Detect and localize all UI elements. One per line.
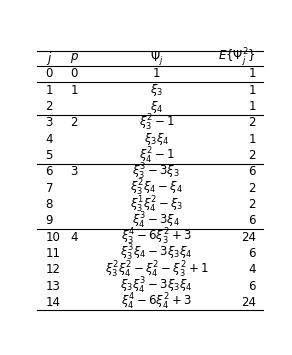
- Text: 1: 1: [248, 84, 256, 97]
- Text: 24: 24: [241, 231, 256, 244]
- Text: 6: 6: [248, 279, 256, 293]
- Text: $\xi_3^2 - 1$: $\xi_3^2 - 1$: [138, 113, 174, 133]
- Text: $\xi_4^4 - 6\xi_4^2 + 3$: $\xi_4^4 - 6\xi_4^2 + 3$: [121, 292, 192, 312]
- Text: 6: 6: [248, 165, 256, 178]
- Text: 5: 5: [46, 149, 53, 162]
- Text: $\xi_4^3 - 3\xi_4$: $\xi_4^3 - 3\xi_4$: [132, 211, 180, 231]
- Text: 14: 14: [46, 296, 60, 309]
- Text: 2: 2: [248, 116, 256, 130]
- Text: $\xi_3^2\xi_4^2 - \xi_4^2 - \xi_3^2 + 1$: $\xi_3^2\xi_4^2 - \xi_4^2 - \xi_3^2 + 1$: [105, 260, 208, 280]
- Text: $\Psi_j$: $\Psi_j$: [150, 50, 163, 67]
- Text: 1: 1: [248, 67, 256, 81]
- Text: $p$: $p$: [70, 51, 79, 65]
- Text: 1: 1: [248, 100, 256, 113]
- Text: 4: 4: [70, 231, 78, 244]
- Text: $\xi_4^2 - 1$: $\xi_4^2 - 1$: [138, 146, 174, 165]
- Text: 0: 0: [46, 67, 53, 81]
- Text: 12: 12: [46, 263, 60, 276]
- Text: $\xi_3\xi_4^3 - 3\xi_3\xi_4$: $\xi_3\xi_4^3 - 3\xi_3\xi_4$: [120, 276, 193, 296]
- Text: 1: 1: [46, 84, 53, 97]
- Text: 7: 7: [46, 182, 53, 195]
- Text: 1: 1: [248, 133, 256, 146]
- Text: 6: 6: [248, 214, 256, 227]
- Text: 24: 24: [241, 296, 256, 309]
- Text: 2: 2: [248, 149, 256, 162]
- Text: $E\{\Psi_j^2\}$: $E\{\Psi_j^2\}$: [218, 47, 256, 69]
- Text: $\xi_3^1\xi_4^2 - \xi_3$: $\xi_3^1\xi_4^2 - \xi_3$: [130, 195, 183, 214]
- Text: 4: 4: [248, 263, 256, 276]
- Text: 2: 2: [46, 100, 53, 113]
- Text: $j$: $j$: [46, 50, 52, 67]
- Text: 1: 1: [153, 67, 160, 81]
- Text: $\xi_3^3 - 3\xi_3$: $\xi_3^3 - 3\xi_3$: [133, 162, 180, 182]
- Text: 4: 4: [46, 133, 53, 146]
- Text: 2: 2: [248, 182, 256, 195]
- Text: 10: 10: [46, 231, 60, 244]
- Text: $\xi_3^4 - 6\xi_3^2 + 3$: $\xi_3^4 - 6\xi_3^2 + 3$: [121, 227, 192, 247]
- Text: 1: 1: [70, 84, 78, 97]
- Text: 13: 13: [46, 279, 60, 293]
- Text: 3: 3: [70, 165, 78, 178]
- Text: 2: 2: [248, 198, 256, 211]
- Text: $\xi_3^3\xi_4 - 3\xi_3\xi_4$: $\xi_3^3\xi_4 - 3\xi_3\xi_4$: [120, 243, 193, 263]
- Text: 11: 11: [46, 247, 60, 260]
- Text: $\xi_3\xi_4$: $\xi_3\xi_4$: [144, 131, 169, 147]
- Text: 2: 2: [70, 116, 78, 130]
- Text: 9: 9: [46, 214, 53, 227]
- Text: $\xi_3$: $\xi_3$: [150, 82, 163, 98]
- Text: $\xi_3^2\xi_4 - \xi_4$: $\xi_3^2\xi_4 - \xi_4$: [130, 178, 183, 198]
- Text: 6: 6: [248, 247, 256, 260]
- Text: 0: 0: [70, 67, 78, 81]
- Text: 6: 6: [46, 165, 53, 178]
- Text: 3: 3: [46, 116, 53, 130]
- Text: 8: 8: [46, 198, 53, 211]
- Text: $\xi_4$: $\xi_4$: [150, 99, 163, 115]
